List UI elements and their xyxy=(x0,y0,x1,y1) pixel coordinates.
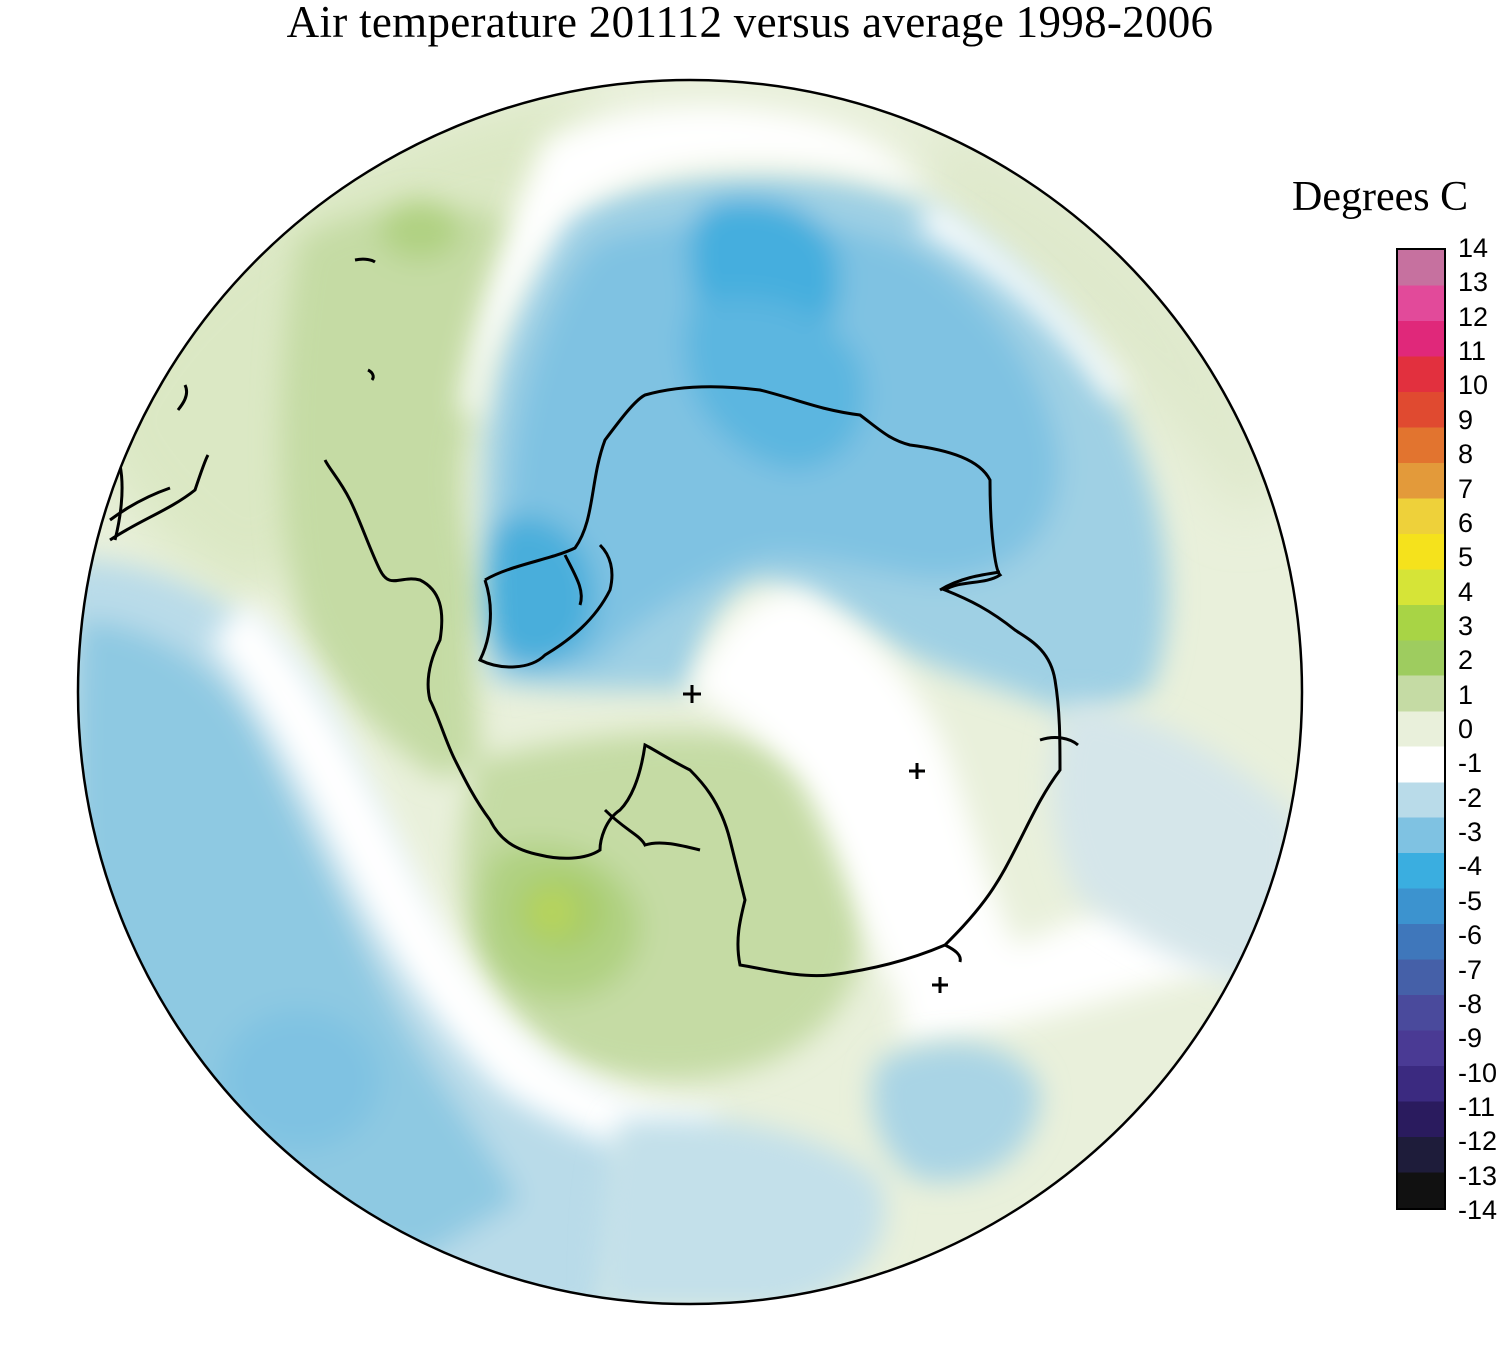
legend-title: Degrees C xyxy=(1292,174,1469,220)
south-america-coastline xyxy=(109,257,376,542)
colorbar-tick-label: 0 xyxy=(1458,714,1474,744)
colorbar-tick-label: -5 xyxy=(1458,885,1483,916)
station-marker xyxy=(909,763,925,779)
colorbar-tick-label: 4 xyxy=(1458,576,1474,607)
colorbar xyxy=(1396,248,1446,1210)
colorbar-tick-label: -9 xyxy=(1458,1023,1483,1054)
colorbar-tick-label: 8 xyxy=(1458,439,1474,470)
colorbar-tick-label: -2 xyxy=(1458,782,1483,813)
map-title: Air temperature 201112 versus average 19… xyxy=(286,0,1214,47)
colorbar-tick-label: 12 xyxy=(1458,301,1489,332)
colorbar-tick-label: -1 xyxy=(1458,748,1483,779)
colorbar-tick-label: -12 xyxy=(1458,1126,1498,1157)
colorbar-tick-label: -10 xyxy=(1458,1057,1498,1088)
colorbar-tick-label: -4 xyxy=(1458,851,1483,882)
colorbar-tick-label: 5 xyxy=(1458,542,1474,573)
colorbar-tick-label: 10 xyxy=(1458,370,1489,401)
station-marker xyxy=(932,977,948,993)
colorbar-tick-label: 11 xyxy=(1458,336,1487,367)
colorbar-tick-label: -8 xyxy=(1458,988,1483,1019)
colorbar-tick-label: 2 xyxy=(1458,645,1474,676)
colorbar-tick-label: 1 xyxy=(1458,679,1474,710)
colorbar-tick-label: 14 xyxy=(1458,233,1489,263)
colorbar-tick-label: -3 xyxy=(1458,817,1483,848)
colorbar-tick-label: 9 xyxy=(1458,404,1474,435)
antarctica-coastline xyxy=(323,385,1079,978)
colorbar-tick-label: -13 xyxy=(1458,1160,1498,1191)
station-marker xyxy=(683,685,701,703)
colorbar-tick-label: 13 xyxy=(1458,267,1489,298)
colorbar-tick-label: -7 xyxy=(1458,954,1483,985)
colorbar-tick-label: -14 xyxy=(1458,1195,1498,1225)
colorbar-tick-label: 7 xyxy=(1458,473,1474,504)
colorbar-tick-label: 6 xyxy=(1458,507,1474,538)
colorbar-tick-label: -11 xyxy=(1458,1091,1496,1122)
colorbar-tick-label: -6 xyxy=(1458,920,1483,951)
colorbar-tick-label: 3 xyxy=(1458,610,1474,641)
station-markers xyxy=(683,685,948,993)
globe-outline xyxy=(76,78,1304,1306)
